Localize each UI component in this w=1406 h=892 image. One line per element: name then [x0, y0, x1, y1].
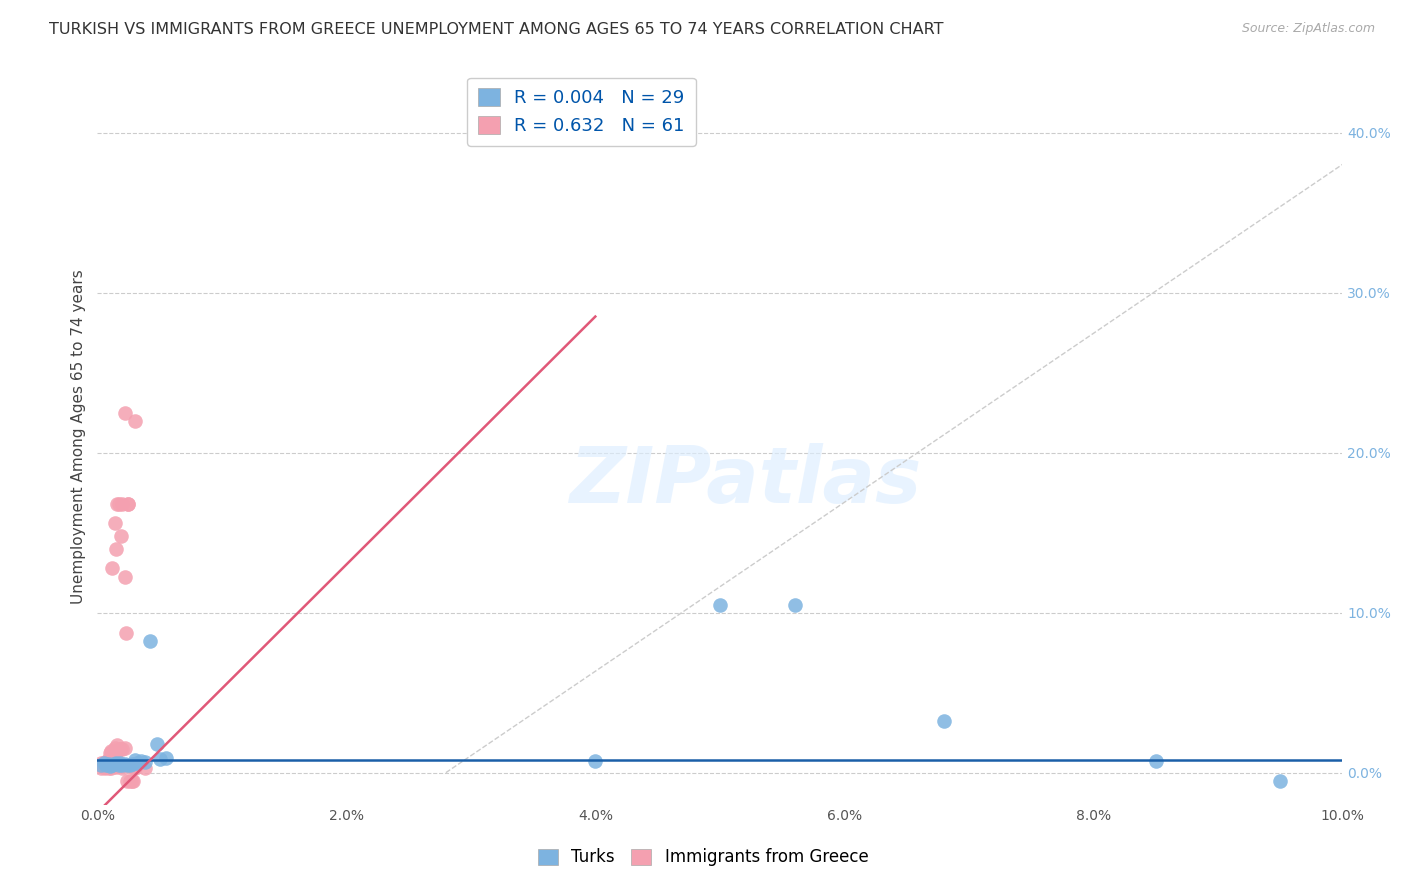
Point — [560, 110, 582, 124]
Point — [122, 773, 145, 788]
Point — [134, 755, 156, 769]
Point — [101, 758, 124, 772]
Point — [105, 747, 128, 761]
Point — [117, 497, 139, 511]
Point — [97, 761, 120, 775]
Point — [100, 756, 122, 770]
Text: Source: ZipAtlas.com: Source: ZipAtlas.com — [1241, 22, 1375, 36]
Point — [98, 759, 121, 773]
Point — [111, 497, 134, 511]
Point — [105, 541, 128, 556]
Point — [93, 760, 115, 774]
Point — [108, 759, 131, 773]
Point — [121, 773, 143, 788]
Point — [111, 757, 134, 772]
Point — [110, 529, 132, 543]
Point — [94, 756, 117, 770]
Point — [149, 752, 172, 766]
Point — [105, 739, 128, 753]
Text: ZIPatlas: ZIPatlas — [568, 442, 921, 519]
Point — [90, 757, 112, 772]
Point — [783, 598, 806, 612]
Legend: Turks, Immigrants from Greece: Turks, Immigrants from Greece — [531, 842, 875, 873]
Point — [103, 759, 125, 773]
Point — [93, 756, 115, 771]
Point — [115, 626, 138, 640]
Point — [932, 714, 955, 729]
Point — [94, 761, 117, 775]
Point — [96, 760, 118, 774]
Point — [127, 756, 149, 770]
Point — [98, 759, 121, 773]
Point — [103, 757, 125, 772]
Point — [105, 497, 128, 511]
Point — [146, 737, 169, 751]
Point — [114, 740, 136, 755]
Point — [105, 756, 128, 771]
Point — [1268, 773, 1291, 788]
Point — [134, 761, 156, 775]
Point — [709, 598, 731, 612]
Point — [93, 756, 115, 770]
Point — [90, 761, 112, 775]
Point — [96, 756, 118, 770]
Point — [121, 756, 143, 771]
Point — [103, 752, 125, 766]
Point — [118, 773, 141, 788]
Point — [138, 634, 160, 648]
Point — [97, 756, 120, 771]
Point — [129, 755, 152, 769]
Point — [101, 561, 124, 575]
Point — [94, 759, 117, 773]
Legend: R = 0.004   N = 29, R = 0.632   N = 61: R = 0.004 N = 29, R = 0.632 N = 61 — [467, 78, 696, 146]
Point — [94, 758, 117, 772]
Point — [100, 761, 122, 775]
Point — [91, 756, 114, 771]
Point — [108, 741, 131, 756]
Text: TURKISH VS IMMIGRANTS FROM GREECE UNEMPLOYMENT AMONG AGES 65 TO 74 YEARS CORRELA: TURKISH VS IMMIGRANTS FROM GREECE UNEMPL… — [49, 22, 943, 37]
Point — [104, 751, 127, 765]
Point — [1144, 754, 1167, 768]
Point — [97, 756, 120, 770]
Point — [118, 757, 141, 772]
Point — [101, 745, 124, 759]
Point — [91, 759, 114, 773]
Point — [104, 516, 127, 530]
Point — [115, 773, 138, 788]
Point — [107, 497, 129, 511]
Point — [155, 751, 177, 765]
Point — [96, 755, 118, 769]
Point — [111, 742, 134, 756]
Point — [114, 570, 136, 584]
Point — [112, 757, 135, 772]
Point — [101, 751, 124, 765]
Point — [107, 758, 129, 772]
Point — [117, 497, 139, 511]
Point — [115, 758, 138, 772]
Point — [97, 756, 120, 771]
Y-axis label: Unemployment Among Ages 65 to 74 years: Unemployment Among Ages 65 to 74 years — [72, 269, 86, 604]
Point — [100, 744, 122, 758]
Point — [98, 755, 121, 769]
Point — [108, 756, 131, 770]
Point — [90, 756, 112, 770]
Point — [98, 747, 121, 761]
Point — [124, 761, 146, 775]
Point — [103, 753, 125, 767]
Point — [105, 760, 128, 774]
Point — [124, 413, 146, 427]
Point — [94, 755, 117, 769]
Point — [114, 406, 136, 420]
Point — [114, 756, 136, 771]
Point — [120, 759, 142, 773]
Point — [121, 760, 143, 774]
Point — [111, 761, 134, 775]
Point — [583, 755, 606, 769]
Point — [104, 740, 127, 755]
Point — [124, 753, 146, 767]
Point — [98, 749, 121, 764]
